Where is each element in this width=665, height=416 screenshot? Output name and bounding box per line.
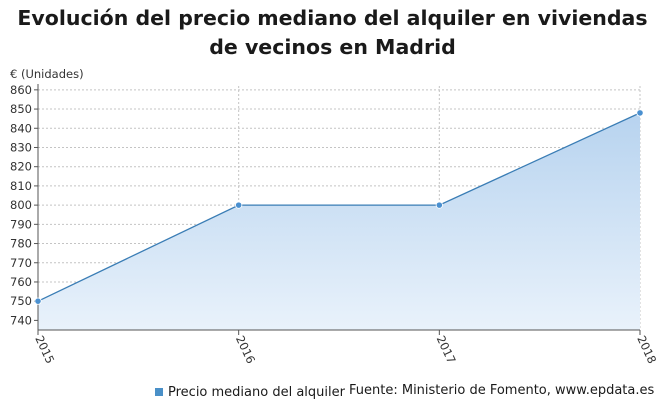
area-layer xyxy=(38,112,640,330)
data-point-2015 xyxy=(34,297,42,305)
y-tick-label-840: 840 xyxy=(10,121,32,135)
x-tick-label-2018: 2018 xyxy=(634,333,659,365)
line-layer xyxy=(37,112,641,302)
data-point-2018 xyxy=(636,109,644,117)
source-note: Fuente: Ministerio de Fomento, www.epdat… xyxy=(349,383,655,398)
y-tick-label-770: 770 xyxy=(10,256,32,270)
chart-title-line-2: de vecinos en Madrid xyxy=(209,35,456,59)
axis-layer xyxy=(34,84,641,335)
y-tick-label-740: 740 xyxy=(10,313,32,327)
x-tick-label-2016: 2016 xyxy=(233,333,258,365)
y-tick-label-820: 820 xyxy=(10,160,32,174)
data-point-2017 xyxy=(435,201,443,209)
marker-layer xyxy=(34,109,644,305)
data-point-2016 xyxy=(235,201,243,209)
chart-title-line-1: Evolución del precio mediano del alquile… xyxy=(17,6,648,30)
chart-title: Evolución del precio mediano del alquile… xyxy=(0,4,665,62)
y-tick-label-760: 760 xyxy=(10,275,32,289)
y-tick-label-830: 830 xyxy=(10,140,32,154)
y-tick-label-810: 810 xyxy=(10,179,32,193)
y-tick-label-750: 750 xyxy=(10,294,32,308)
y-tick-label-860: 860 xyxy=(10,83,32,97)
y-tick-label-790: 790 xyxy=(10,217,32,231)
x-tick-label-2015: 2015 xyxy=(32,333,57,365)
y-tick-label-850: 850 xyxy=(10,102,32,116)
legend: Precio mediano del alquiler xyxy=(155,383,345,401)
y-tick-label-800: 800 xyxy=(10,198,32,212)
legend-swatch xyxy=(155,388,163,396)
series-area xyxy=(38,112,640,330)
series-line xyxy=(37,112,641,302)
x-tick-label-2017: 2017 xyxy=(434,333,459,365)
y-tick-label-780: 780 xyxy=(10,237,32,251)
legend-label: Precio mediano del alquiler xyxy=(168,384,345,400)
y-axis-label: € (Unidades) xyxy=(10,67,84,81)
